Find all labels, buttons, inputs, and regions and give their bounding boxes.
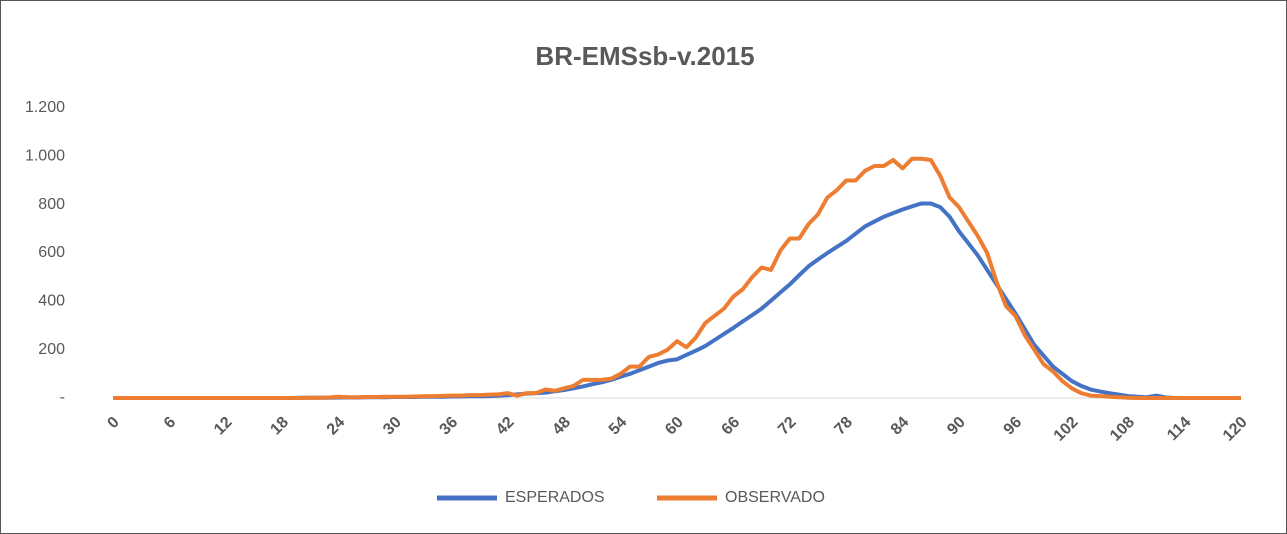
y-tick-label: 400 (38, 293, 65, 310)
y-tick-label: 1.200 (25, 99, 65, 116)
y-tick-label: 1.000 (25, 148, 65, 165)
y-tick-label: 200 (38, 341, 65, 358)
legend-label: ESPERADOS (505, 489, 605, 506)
chart-title: BR-EMSsb-v.2015 (535, 41, 754, 71)
y-tick-label: 600 (38, 244, 65, 261)
series-line (113, 156, 1241, 400)
legend-label: OBSERVADO (725, 489, 825, 506)
y-tick-label: - (60, 389, 65, 406)
y-tick-label: 800 (38, 196, 65, 213)
